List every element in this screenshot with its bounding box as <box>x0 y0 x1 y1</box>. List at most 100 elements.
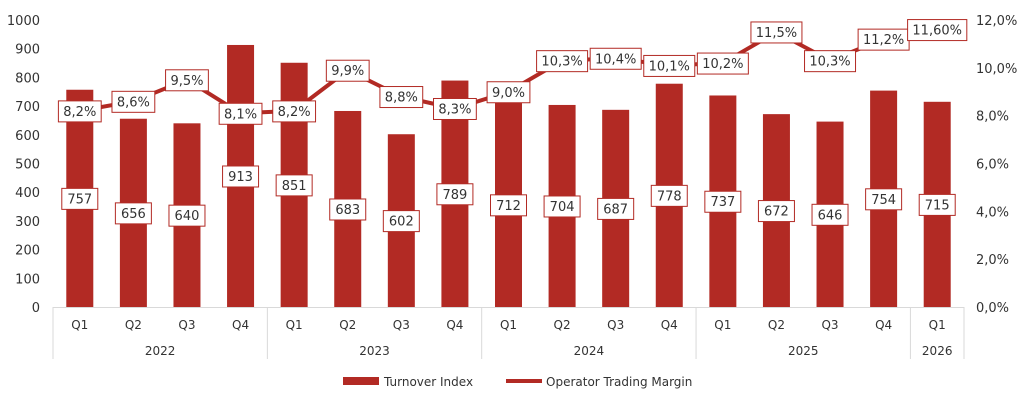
bar-data-label: 789 <box>442 188 467 203</box>
line-data-label-box <box>218 102 263 125</box>
line-data-label-box <box>750 21 803 44</box>
left-tick-label: 500 <box>15 158 40 173</box>
bar-data-label-box <box>436 183 474 206</box>
line-data-label: 10,4% <box>595 52 636 67</box>
bar-data-label: 640 <box>175 209 200 224</box>
quarter-label: Q3 <box>607 318 624 332</box>
bar-data-label: 715 <box>925 198 950 213</box>
line-data-label-box <box>433 97 477 120</box>
line-data-label: 9,0% <box>492 86 525 101</box>
line-data-label-box <box>643 54 696 77</box>
bar-data-label: 646 <box>818 208 843 223</box>
left-tick-label: 1000 <box>7 14 40 29</box>
line-data-label-box <box>486 81 531 104</box>
quarter-label: Q1 <box>714 318 731 332</box>
left-tick-label: 200 <box>15 244 40 259</box>
bar-data-label-box <box>543 195 581 218</box>
left-tick-label: 900 <box>15 43 40 58</box>
line-data-label-box <box>804 50 857 73</box>
bar-data-label: 687 <box>603 202 628 217</box>
quarter-label: Q3 <box>821 318 838 332</box>
line-data-label: 10,3% <box>809 55 850 70</box>
bars: 757 656 640 913 851 683 602 789 712 704 687 778 737 6… <box>61 44 956 308</box>
quarter-label: Q1 <box>286 318 303 332</box>
line-data-label: 8,8% <box>385 91 418 106</box>
bar-data-label-box <box>490 194 527 217</box>
bar-data-label-box <box>222 165 260 188</box>
quarter-label: Q4 <box>446 318 463 332</box>
line-data-label-box <box>907 19 968 42</box>
bar-data-label-box <box>114 202 152 225</box>
quarter-label: Q1 <box>71 318 88 332</box>
quarter-label: Q4 <box>232 318 249 332</box>
quarter-label: Q1 <box>929 318 946 332</box>
line-data-label: 8,1% <box>224 107 257 122</box>
quarter-label: Q2 <box>554 318 571 332</box>
right-tick-label: 10,0% <box>976 62 1017 77</box>
bar-data-label-box <box>61 187 99 210</box>
bar-data-label: 672 <box>764 205 789 220</box>
bar-data-label: 913 <box>228 170 253 185</box>
right-tick-label: 4,0% <box>976 205 1009 220</box>
line-data-label: 8,3% <box>438 102 471 117</box>
line-data-label-box <box>536 50 589 73</box>
line-data-label: 11,60% <box>912 24 962 39</box>
line-data-label-box <box>379 86 424 109</box>
line-data-label-box <box>325 59 370 82</box>
bar-data-label-box <box>168 204 206 227</box>
year-label: 2022 <box>145 344 176 358</box>
quarter-label: Q4 <box>875 318 892 332</box>
left-tick-label: 400 <box>15 186 40 201</box>
line-data-label: 11,2% <box>863 33 904 48</box>
bar-data-label-box <box>918 193 956 216</box>
bar-data-label: 737 <box>710 195 735 210</box>
line-data-label: 9,9% <box>331 64 364 79</box>
year-label: 2024 <box>574 344 605 358</box>
line-data-label-box <box>589 47 642 70</box>
legend-swatch-bar <box>343 377 379 385</box>
year-label: 2025 <box>788 344 819 358</box>
right-tick-label: 8,0% <box>976 110 1009 125</box>
right-tick-label: 12,0% <box>976 14 1017 29</box>
bar-data-label-box <box>811 203 849 226</box>
right-tick-label: 2,0% <box>976 253 1009 268</box>
bar-data-label-box <box>650 184 688 207</box>
right-tick-label: 0,0% <box>976 301 1009 316</box>
legend-label-line: Operator Trading Margin <box>546 375 692 389</box>
quarter-label: Q4 <box>661 318 678 332</box>
bar-data-label: 754 <box>871 193 896 208</box>
quarter-label: Q2 <box>339 318 356 332</box>
bar-data-label: 778 <box>657 189 682 204</box>
bar-data-label: 712 <box>496 199 521 214</box>
bar-data-label-box <box>329 198 367 221</box>
bar-data-label: 602 <box>389 215 414 230</box>
line-data-label: 11,5% <box>756 26 797 41</box>
line-data-label: 8,2% <box>278 105 311 120</box>
category-axis: Q1 Q2 Q3 Q4 Q1 Q2 Q3 Q4 Q1 Q2 Q3 Q4 Q1 Q2 Q3 Q4 Q1 2022 20… <box>52 307 965 359</box>
line-data-label: 8,6% <box>117 95 150 110</box>
line-data-label-box <box>165 69 209 92</box>
bar-data-label-box <box>757 200 795 223</box>
right-axis: 0,0% 2,0% 4,0% 6,0% 8,0% 10,0% 12,0% <box>976 14 1017 316</box>
bar-data-label-box <box>275 174 313 197</box>
line-data-label-box <box>272 100 317 123</box>
bar-data-label-box <box>597 197 635 220</box>
line-data-label: 10,3% <box>541 55 582 70</box>
bar-data-label-box <box>704 190 742 213</box>
bar-data-label: 683 <box>335 203 360 218</box>
left-tick-label: 0 <box>32 301 40 316</box>
bar-data-label: 851 <box>282 179 307 194</box>
line-data-label: 10,1% <box>649 59 690 74</box>
quarter-label: Q3 <box>178 318 195 332</box>
left-tick-label: 700 <box>15 100 40 115</box>
line-data-label-box <box>111 90 156 113</box>
line-data-label-box <box>57 100 102 123</box>
line-data-label: 10,2% <box>702 57 743 72</box>
left-tick-label: 800 <box>15 71 40 86</box>
quarter-label: Q2 <box>768 318 785 332</box>
right-tick-label: 6,0% <box>976 158 1009 173</box>
left-axis: 0 100 200 300 400 500 600 700 800 900 1000 <box>7 14 40 316</box>
bar-data-label: 757 <box>67 192 92 207</box>
year-label: 2026 <box>922 344 953 358</box>
